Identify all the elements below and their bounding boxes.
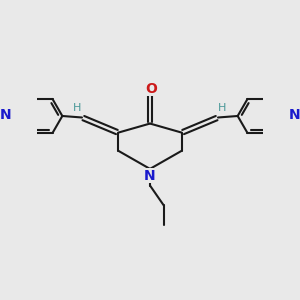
Text: H: H (218, 103, 227, 113)
Text: N: N (0, 108, 11, 122)
Text: H: H (73, 103, 82, 113)
Text: N: N (289, 108, 300, 122)
Text: O: O (145, 82, 157, 96)
Text: N: N (144, 169, 156, 183)
